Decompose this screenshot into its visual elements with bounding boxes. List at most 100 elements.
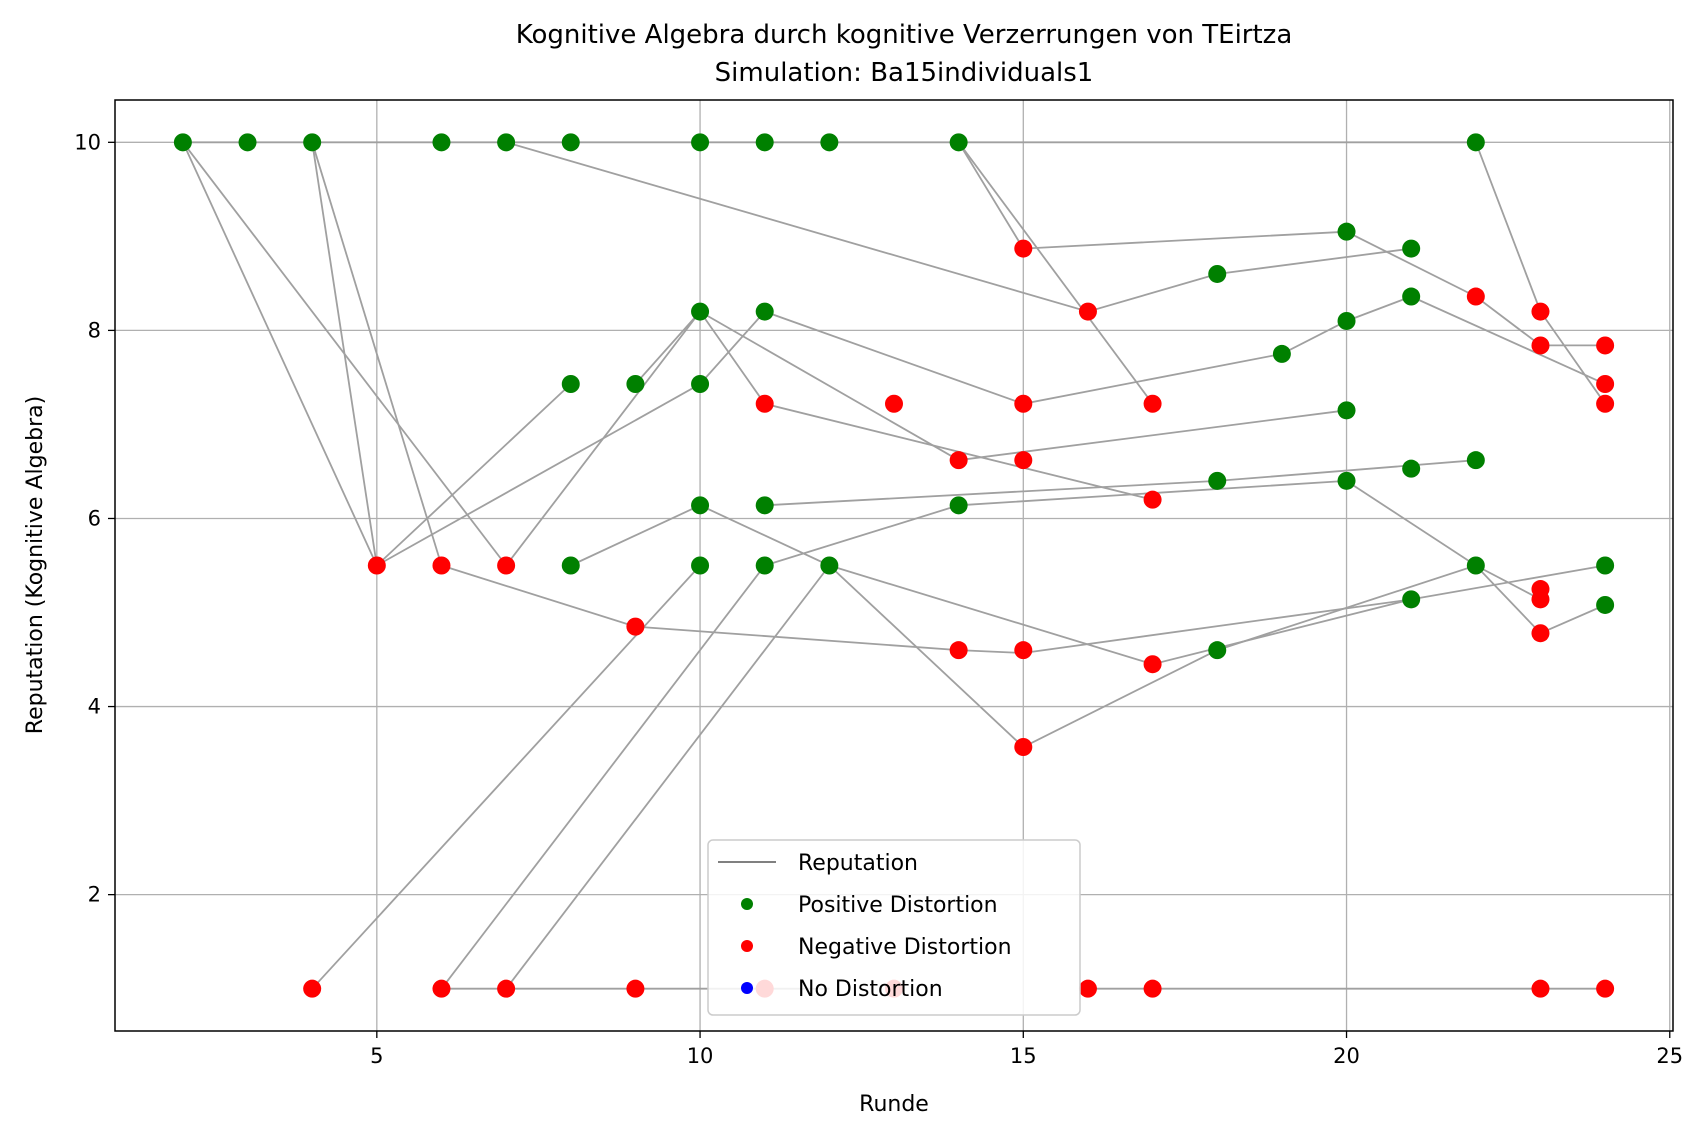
positive-distortion-point <box>1337 311 1356 330</box>
negative-distortion-point <box>367 556 386 575</box>
x-tick-label: 5 <box>370 1044 383 1068</box>
negative-distortion-point <box>1078 302 1097 321</box>
positive-distortion-point <box>1337 471 1356 490</box>
positive-distortion-point <box>691 302 710 321</box>
x-tick-label: 15 <box>1010 1044 1037 1068</box>
chart-subtitle: Simulation: Ba15individuals1 <box>715 58 1094 88</box>
positive-distortion-point <box>1466 133 1485 152</box>
y-tick-label: 2 <box>88 883 101 907</box>
positive-distortion-point <box>691 556 710 575</box>
negative-distortion-point <box>497 556 516 575</box>
plot-frame <box>114 99 1674 1032</box>
reputation-line <box>376 383 572 567</box>
legend-label-reputation: Reputation <box>798 851 918 876</box>
reputation-line <box>957 141 1154 405</box>
x-tick-label: 25 <box>1656 1044 1683 1068</box>
negative-distortion-point <box>885 394 903 413</box>
reputation-line <box>311 142 378 566</box>
legend-positive-marker <box>741 898 753 910</box>
positive-distortion-point <box>820 556 839 575</box>
reputation-line <box>311 564 701 990</box>
positive-distortion-point <box>561 133 580 152</box>
negative-distortion-point <box>303 979 322 998</box>
negative-distortion-point <box>1143 394 1162 413</box>
positive-distortion-point <box>949 496 968 515</box>
data-points <box>173 133 1615 998</box>
positive-distortion-point <box>949 133 968 152</box>
positive-distortion-point <box>691 133 710 152</box>
legend-label-positive: Positive Distortion <box>798 893 998 918</box>
negative-distortion-point <box>949 451 968 470</box>
positive-distortion-point <box>238 133 257 152</box>
positive-distortion-point <box>432 133 451 152</box>
x-axis-label: Runde <box>859 1092 929 1117</box>
positive-distortion-point <box>303 133 322 152</box>
chart-title: Kognitive Algebra durch kognitive Verzer… <box>516 20 1293 50</box>
negative-distortion-point <box>1531 590 1550 609</box>
negative-distortion-point <box>949 641 968 660</box>
positive-distortion-point <box>561 556 580 575</box>
positive-distortion-point <box>1208 641 1227 660</box>
positive-distortion-point <box>1208 471 1227 490</box>
positive-distortion-point <box>755 556 774 575</box>
positive-distortion-point <box>755 302 774 321</box>
negative-distortion-point <box>1596 336 1615 355</box>
positive-distortion-point <box>1402 287 1421 306</box>
negative-distortion-point <box>1143 979 1162 998</box>
negative-distortion-point <box>1143 490 1162 509</box>
positive-distortion-point <box>1596 595 1615 614</box>
negative-distortion-point <box>1531 302 1550 321</box>
y-tick-label: 6 <box>88 506 101 530</box>
positive-distortion-point <box>1337 222 1356 241</box>
reputation-line <box>440 564 766 990</box>
negative-distortion-point <box>1596 394 1615 413</box>
negative-distortion-point <box>1531 336 1550 355</box>
reputation-line <box>505 564 831 990</box>
y-tick-label: 4 <box>88 695 101 719</box>
reputation-line <box>957 141 1606 347</box>
negative-distortion-point <box>1014 737 1033 756</box>
negative-distortion-point <box>497 979 516 998</box>
reputation-line <box>376 295 1606 567</box>
negative-distortion-point <box>1014 394 1033 413</box>
negative-distortion-point <box>1143 655 1162 674</box>
positive-distortion-point <box>626 375 645 394</box>
negative-distortion-point <box>1531 979 1550 998</box>
reputation-line <box>634 311 701 385</box>
reputation-line <box>441 564 1606 654</box>
positive-distortion-point <box>561 375 580 394</box>
negative-distortion-point <box>432 556 451 575</box>
negative-distortion-point <box>1596 979 1615 998</box>
positive-distortion-point <box>691 375 710 394</box>
negative-distortion-point <box>432 979 451 998</box>
negative-distortion-point <box>1078 979 1097 998</box>
legend-negative-marker <box>741 940 753 952</box>
x-tick-label: 20 <box>1333 1044 1360 1068</box>
negative-distortion-point <box>1531 624 1550 643</box>
legend-label-negative: Negative Distortion <box>798 935 1012 960</box>
y-tick-label: 8 <box>88 318 101 342</box>
axis-ticks: 5 10 15 20 25 2 4 6 8 10 <box>74 130 1683 1068</box>
positive-distortion-point <box>497 133 516 152</box>
y-tick-label: 10 <box>74 130 101 154</box>
positive-distortion-point <box>1402 239 1421 258</box>
positive-distortion-point <box>1208 264 1227 283</box>
reputation-line <box>182 141 378 566</box>
positive-distortion-point <box>820 133 839 152</box>
negative-distortion-point <box>1014 239 1033 258</box>
positive-distortion-point <box>755 496 774 515</box>
negative-distortion-point <box>755 394 774 413</box>
positive-distortion-point <box>1402 590 1421 609</box>
y-axis-label: Reputation (Kognitive Algebra) <box>23 396 48 734</box>
positive-distortion-point <box>1596 556 1615 575</box>
negative-distortion-point <box>1014 451 1033 470</box>
negative-distortion-point <box>626 979 645 998</box>
positive-distortion-point <box>173 133 192 152</box>
legend: Reputation Positive Distortion Negative … <box>707 839 1081 1016</box>
negative-distortion-point <box>1014 641 1033 660</box>
reputation-line <box>505 141 1412 313</box>
reputation-line <box>570 504 1606 749</box>
x-tick-label: 10 <box>687 1044 714 1068</box>
positive-distortion-point <box>755 133 774 152</box>
